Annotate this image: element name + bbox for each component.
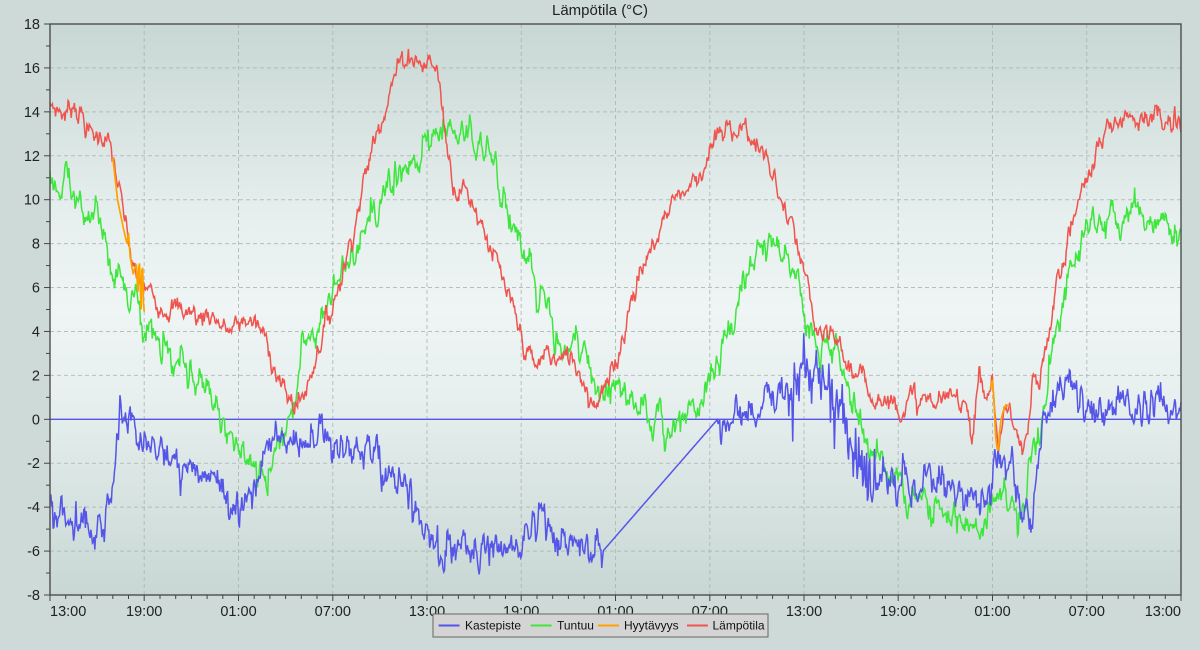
svg-text:19:00: 19:00 [126, 604, 162, 620]
svg-text:-2: -2 [27, 456, 40, 472]
svg-text:-8: -8 [27, 588, 40, 604]
svg-text:Kastepiste: Kastepiste [465, 619, 521, 633]
svg-text:Hyytävyys: Hyytävyys [624, 619, 679, 633]
svg-text:Lämpötila: Lämpötila [713, 619, 765, 633]
svg-text:8: 8 [32, 237, 40, 253]
svg-text:07:00: 07:00 [315, 604, 351, 620]
svg-text:2: 2 [32, 368, 40, 384]
svg-text:14: 14 [24, 105, 40, 121]
svg-text:12: 12 [24, 149, 40, 165]
svg-text:13:00: 13:00 [1145, 604, 1181, 620]
svg-text:19:00: 19:00 [880, 604, 916, 620]
svg-text:-4: -4 [27, 500, 40, 516]
svg-text:07:00: 07:00 [1069, 604, 1105, 620]
svg-text:01:00: 01:00 [974, 604, 1010, 620]
svg-text:01:00: 01:00 [220, 604, 256, 620]
svg-text:13:00: 13:00 [786, 604, 822, 620]
svg-text:0: 0 [32, 412, 40, 428]
svg-text:-6: -6 [27, 544, 40, 560]
svg-text:10: 10 [24, 193, 40, 209]
svg-text:Tuntuu: Tuntuu [557, 619, 594, 633]
svg-text:16: 16 [24, 61, 40, 77]
svg-text:13:00: 13:00 [50, 604, 86, 620]
svg-text:18: 18 [24, 17, 40, 33]
svg-text:4: 4 [32, 324, 40, 340]
svg-text:Lämpötila (°C): Lämpötila (°C) [552, 2, 648, 19]
svg-text:6: 6 [32, 281, 40, 297]
